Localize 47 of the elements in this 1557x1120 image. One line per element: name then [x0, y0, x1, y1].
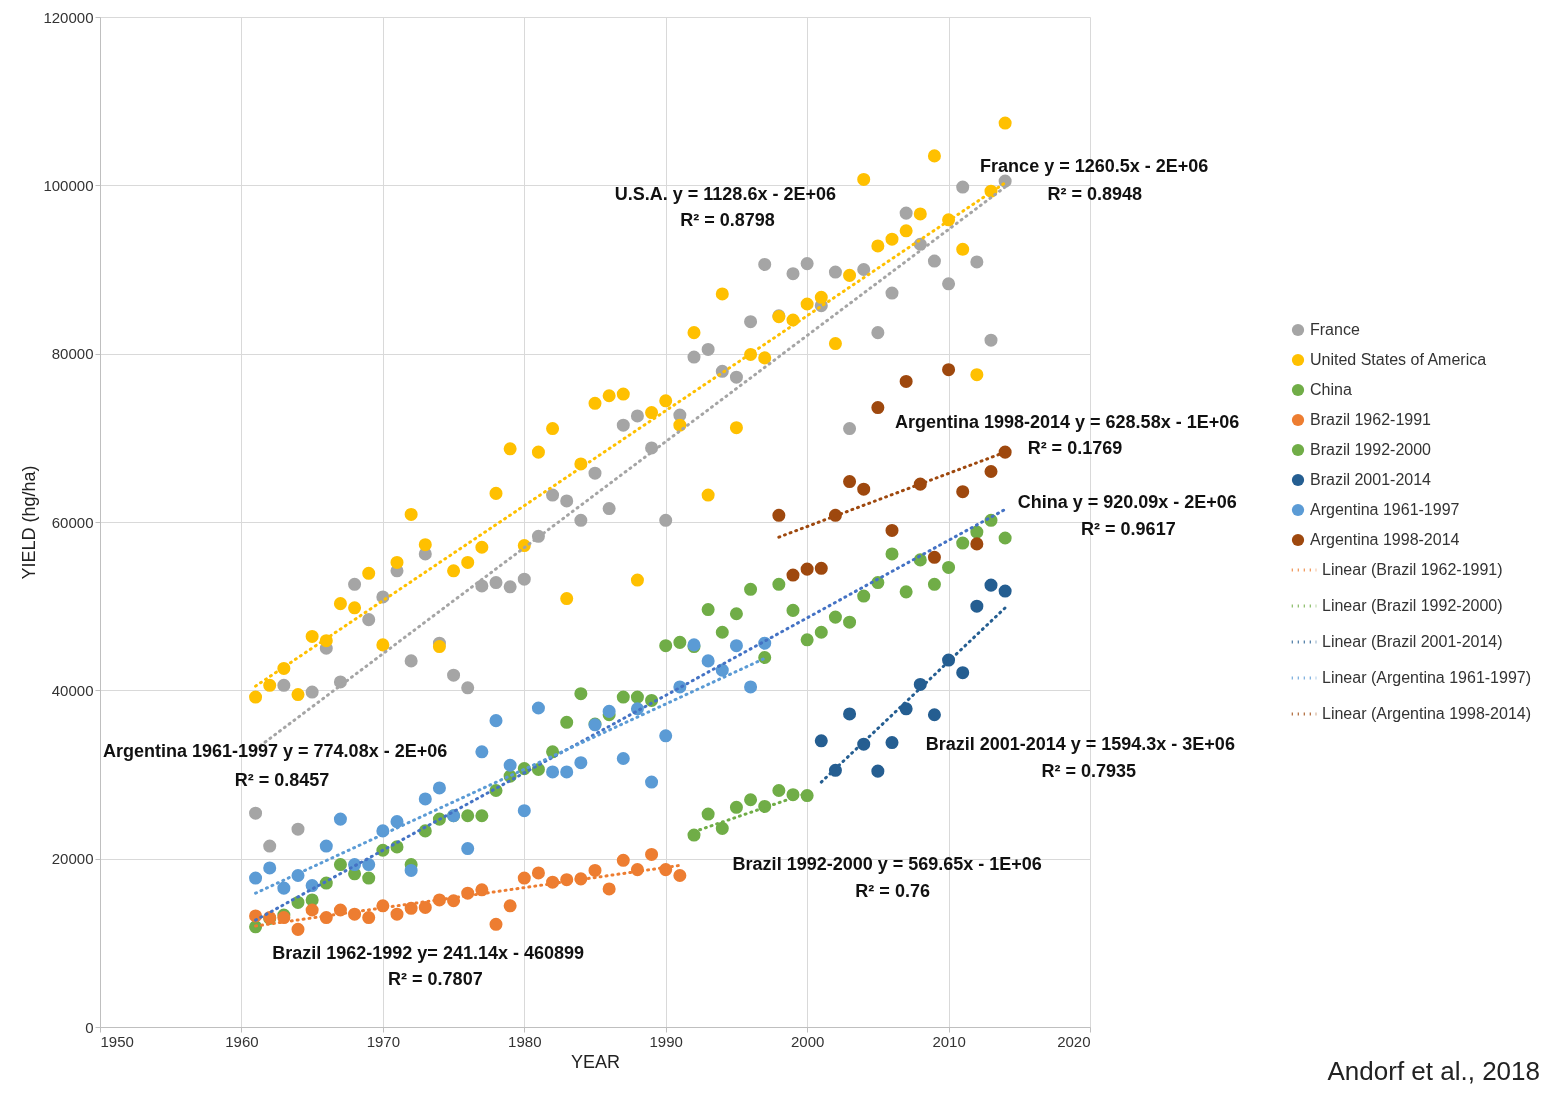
y-tick-label: 20000 — [51, 850, 94, 868]
y-tick-label: 40000 — [51, 681, 94, 699]
y-tick-label: 120000 — [43, 8, 94, 26]
annotation: R² = 0.7807 — [388, 968, 483, 989]
annotation: Argentina 1961-1997 y = 774.08x - 2E+06 — [102, 741, 448, 762]
annotation: China y = 920.09x - 2E+06 — [1017, 491, 1237, 512]
y-tick-label: 100000 — [43, 176, 94, 194]
y-tick-label: 60000 — [51, 513, 94, 531]
legend-label: Linear (Brazil 1962-1991) — [1322, 561, 1503, 578]
annotation: France y = 1260.5x - 2E+06 — [980, 156, 1209, 177]
legend-label: Linear (Argentina 1998-2014) — [1322, 705, 1532, 722]
x-tick-label: 1980 — [508, 1032, 542, 1050]
x-tick-label: 2010 — [932, 1032, 966, 1050]
legend-label: Linear (Brazil 2001-2014) — [1322, 633, 1503, 650]
annotation: R² = 0.8798 — [680, 210, 775, 231]
annotation: U.S.A. y = 1128.6x - 2E+06 — [614, 183, 836, 204]
x-tick-label: 2020 — [1057, 1032, 1091, 1050]
annotation: R² = 0.7935 — [1041, 761, 1137, 782]
annotation: Brazil 1992-2000 y = 569.65x - 1E+06 — [732, 854, 1042, 875]
y-tick-label: 0 — [85, 1018, 94, 1036]
annotation: R² = 0.8948 — [1047, 183, 1142, 204]
annotation: R² = 0.1769 — [1027, 438, 1123, 459]
annotation: R² = 0.9617 — [1081, 519, 1176, 540]
annotation: Argentina 1998-2014 y = 628.58x - 1E+06 — [894, 412, 1240, 433]
legend-label: Brazil 2001-2014 — [1310, 471, 1432, 488]
x-tick-label: 2000 — [790, 1032, 825, 1050]
annotation: Brazil 2001-2014 y = 1594.3x - 3E+06 — [925, 734, 1235, 755]
legend-label: Brazil 1962-1991 — [1310, 411, 1432, 428]
legend-label: Linear (Brazil 1992-2000) — [1322, 597, 1503, 614]
x-tick-label: 1950 — [100, 1032, 134, 1050]
x-tick-label: 1960 — [225, 1032, 259, 1050]
y-axis-title: YIELD (hg/ha) — [19, 465, 40, 580]
x-tick-label: 1970 — [366, 1032, 401, 1050]
legend-label: France — [1310, 321, 1360, 338]
legend-label: United States of America — [1310, 351, 1487, 368]
x-tick-label: 1990 — [649, 1032, 683, 1050]
x-axis-title: YEAR — [570, 1051, 621, 1072]
y-tick-label: 80000 — [51, 345, 94, 363]
legend-label: Brazil 1992-2000 — [1310, 441, 1432, 458]
annotation: Brazil 1962-1992 y= 241.14x - 460899 — [272, 943, 585, 964]
annotation: R² = 0.76 — [855, 880, 930, 901]
legend-label: China — [1310, 381, 1352, 398]
annotation: R² = 0.8457 — [234, 769, 330, 790]
legend-label: Argentina 1998-2014 — [1310, 531, 1460, 548]
legend-label: Linear (Argentina 1961-1997) — [1322, 669, 1532, 686]
text: Andorf et al., 2018 — [1327, 1056, 1540, 1086]
legend-label: Argentina 1961-1997 — [1310, 501, 1460, 518]
